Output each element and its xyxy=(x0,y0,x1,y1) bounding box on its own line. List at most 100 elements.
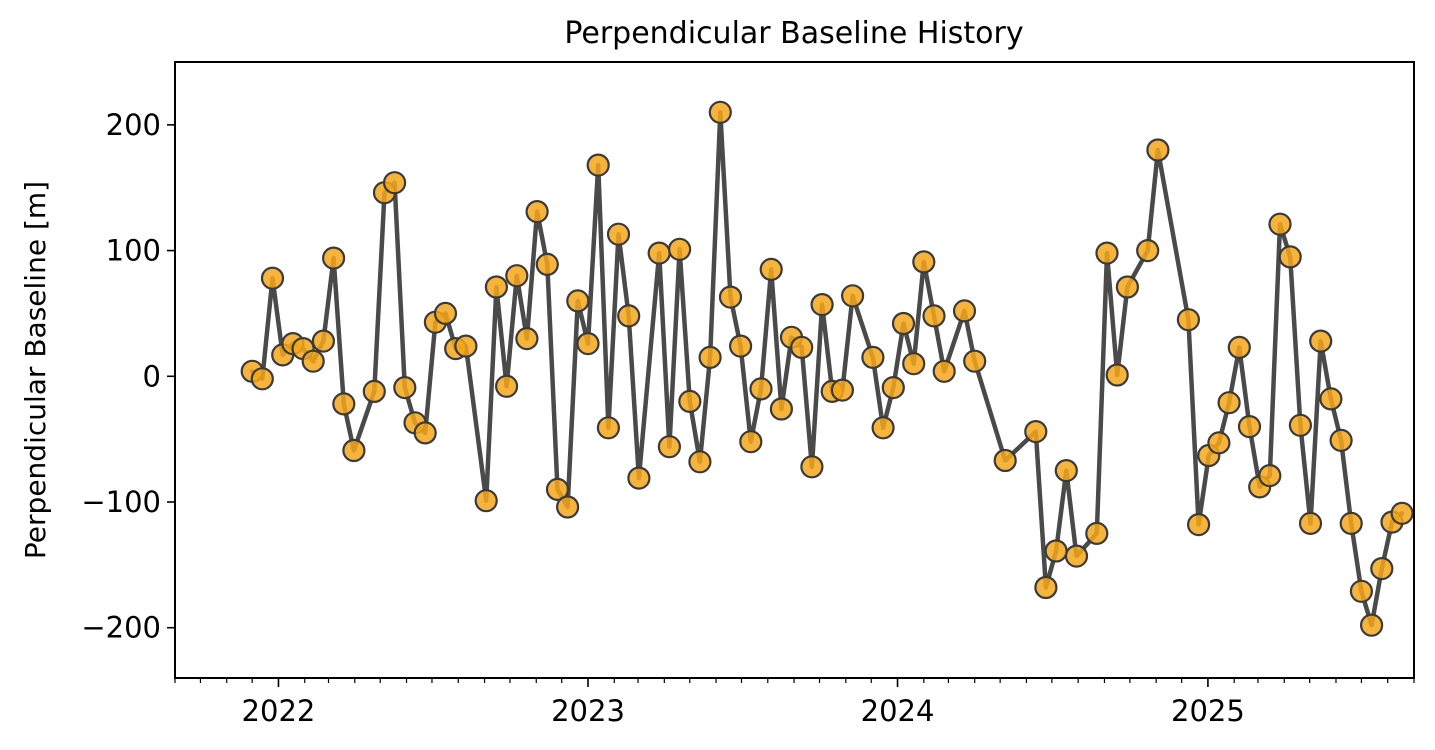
data-point xyxy=(454,334,478,358)
data-point xyxy=(627,466,651,490)
data-point xyxy=(881,376,905,400)
data-point xyxy=(1064,544,1089,568)
data-point xyxy=(749,377,773,401)
x-tick-label: 2023 xyxy=(551,694,625,728)
data-point xyxy=(566,289,590,313)
data-point xyxy=(1319,387,1343,411)
y-tick-label: 100 xyxy=(106,234,161,268)
chart-title: Perpendicular Baseline History xyxy=(564,16,1023,51)
data-point xyxy=(667,237,692,261)
data-point xyxy=(1024,420,1048,444)
y-tick-label: −100 xyxy=(81,485,161,519)
data-point xyxy=(505,264,529,288)
data-point xyxy=(250,367,274,391)
data-point xyxy=(830,378,855,402)
data-point xyxy=(871,416,895,440)
data-point xyxy=(1370,556,1394,581)
data-point xyxy=(1085,521,1109,546)
data-point xyxy=(1136,239,1160,263)
data-point xyxy=(769,397,794,421)
plot-frame xyxy=(174,61,1415,679)
data-point xyxy=(678,389,702,413)
data-point xyxy=(810,293,834,317)
data-point xyxy=(902,352,926,376)
y-tick-label: −200 xyxy=(81,611,161,645)
data-point xyxy=(718,285,743,309)
data-point xyxy=(433,301,458,325)
data-point xyxy=(1268,212,1292,236)
x-tick-label: 2024 xyxy=(861,694,935,728)
data-point xyxy=(474,489,498,513)
data-point xyxy=(891,311,916,336)
data-point xyxy=(1054,459,1078,483)
data-point xyxy=(1105,363,1129,387)
data-point xyxy=(688,450,712,474)
data-point xyxy=(586,153,610,177)
data-point xyxy=(1339,511,1363,536)
data-point xyxy=(657,435,682,459)
data-point xyxy=(1288,413,1313,437)
data-point xyxy=(1186,512,1211,537)
data-point xyxy=(800,455,824,479)
data-point xyxy=(606,222,631,246)
data-point xyxy=(260,266,285,290)
data-point xyxy=(1390,501,1414,525)
data-point xyxy=(1034,575,1058,600)
data-point xyxy=(1146,138,1170,162)
data-point xyxy=(1278,245,1302,269)
y-tick-label: 200 xyxy=(106,108,161,142)
data-point xyxy=(1237,415,1262,439)
data-point xyxy=(922,304,946,328)
data-point xyxy=(1258,464,1282,488)
y-tick-label: 0 xyxy=(143,359,161,393)
data-point xyxy=(759,257,783,281)
data-point xyxy=(311,329,335,353)
data-point xyxy=(1095,241,1119,265)
x-tick-label: 2025 xyxy=(1171,694,1245,728)
series-line xyxy=(249,110,1405,628)
data-point xyxy=(484,275,508,299)
data-point xyxy=(342,438,366,463)
data-point xyxy=(1349,579,1374,603)
data-point xyxy=(535,252,559,276)
data-point xyxy=(383,171,407,195)
data-point xyxy=(322,246,346,270)
data-point xyxy=(495,374,519,398)
x-tick-label: 2022 xyxy=(242,694,316,728)
data-point xyxy=(698,345,722,369)
data-point xyxy=(1207,431,1231,455)
data-point xyxy=(1309,329,1333,353)
data-point xyxy=(739,430,763,454)
data-point xyxy=(1227,335,1251,359)
data-point xyxy=(728,334,753,358)
data-point xyxy=(1298,511,1323,536)
data-point xyxy=(993,448,1017,473)
data-point xyxy=(932,359,956,383)
data-point xyxy=(413,421,437,445)
data-point xyxy=(952,299,977,323)
data-point xyxy=(301,349,325,373)
data-point xyxy=(332,392,356,416)
data-point xyxy=(515,327,539,351)
data-point xyxy=(912,250,936,274)
data-point xyxy=(362,379,386,403)
data-point xyxy=(555,495,580,519)
data-point xyxy=(596,416,621,440)
y-axis-label: Perpendicular Baseline [m] xyxy=(19,181,52,559)
data-point xyxy=(617,304,641,328)
data-point xyxy=(1115,275,1140,299)
data-point xyxy=(1217,391,1241,415)
data-point xyxy=(576,332,600,356)
data-point xyxy=(840,284,865,308)
data-point xyxy=(393,376,417,400)
data-point xyxy=(647,241,671,265)
data-point xyxy=(1176,308,1201,332)
data-point xyxy=(545,477,570,501)
data-point xyxy=(790,335,814,359)
data-point xyxy=(861,345,885,369)
data-point xyxy=(525,200,549,224)
data-point xyxy=(1044,539,1068,563)
data-point xyxy=(1359,613,1384,637)
data-point xyxy=(1329,428,1353,452)
